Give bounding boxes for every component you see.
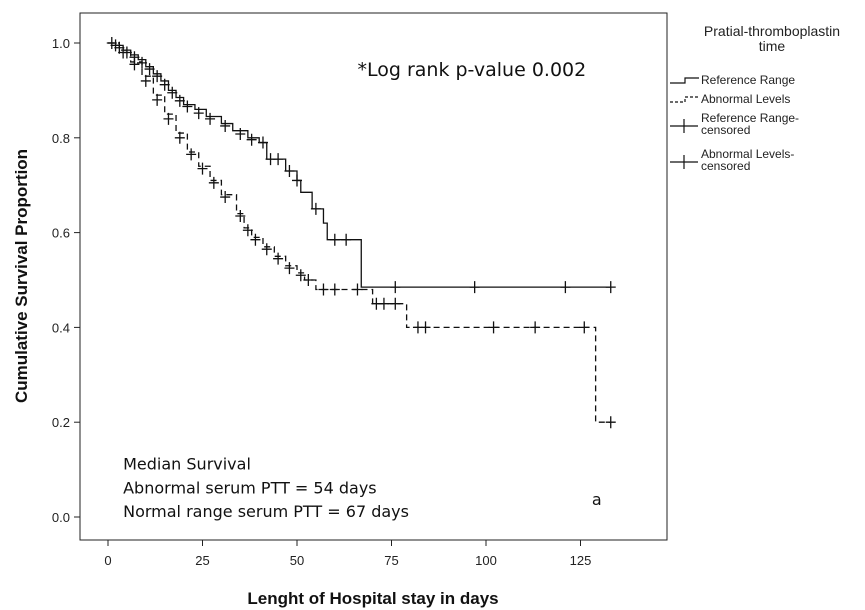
censor-mark-reference-range [220,119,231,132]
censor-mark-abnormal-levels [329,283,340,296]
censor-mark-abnormal-levels [186,148,197,161]
y-tick-label: 1.0 [52,36,70,51]
censor-mark-abnormal-levels [163,112,174,125]
axes: 0 25 50 75 100 125 0.0 0.2 0.4 0.6 0.8 1.0 [52,36,591,568]
legend-swatch-censor [670,155,698,169]
censor-mark-abnormal-levels [295,269,306,282]
censor-mark-abnormal-levels [303,274,314,286]
y-tick-label: 0.6 [52,226,70,241]
series-line-reference-range [108,42,611,288]
censor-mark-abnormal-levels [174,131,185,144]
y-tick-label: 0.0 [52,510,70,525]
x-tick-label: 100 [475,553,497,568]
x-tick-label: 0 [104,553,111,568]
legend-label: Reference Range- [701,111,799,125]
censor-mark-reference-range [329,233,340,246]
censor-mark-abnormal-levels [208,176,219,189]
censor-mark-reference-range [310,202,321,215]
legend-label: Abnormal Levels [701,92,790,106]
legend-title: Pratial-thromboplastin [704,23,840,39]
censor-mark-abnormal-levels [118,46,129,59]
censor-mark-reference-range [257,136,268,149]
annotation-text: Normal range serum PTT = 67 days [123,502,409,521]
censor-mark-reference-range [144,63,155,76]
censor-mark-reference-range [235,128,246,141]
x-tick-label: 25 [195,553,209,568]
censor-mark-abnormal-levels [250,233,261,246]
annotation-text: a [592,490,602,509]
censor-mark-abnormal-levels [488,321,499,334]
annotation-text: Median Survival [123,455,251,474]
legend-label: censored [701,123,750,137]
plot-frame [79,12,668,541]
censor-mark-abnormal-levels [197,162,208,175]
x-axis-title: Lenght of Hospital stay in days [247,589,498,608]
censor-mark-reference-range [292,174,302,187]
legend-label: Abnormal Levels- [701,147,794,161]
censor-mark-abnormal-levels [530,321,541,334]
censor-mark-abnormal-levels [420,321,431,334]
legend-label: censored [701,159,750,173]
censor-mark-reference-range [152,70,163,83]
censor-mark-reference-range [182,100,193,113]
y-tick-label: 0.8 [52,131,70,146]
censor-mark-reference-range [159,78,170,91]
censor-mark-abnormal-levels [220,191,231,204]
censor-mark-abnormal-levels [261,243,272,256]
censor-mark-reference-range [469,281,480,294]
censor-mark-abnormal-levels [129,58,140,71]
censor-mark-reference-range [167,86,178,99]
series-layer [106,37,616,429]
censor-mark-abnormal-levels [378,297,389,310]
censor-mark-reference-range [193,107,204,120]
censor-mark-reference-range [246,133,257,146]
censor-mark-abnormal-levels [284,262,295,275]
censor-mark-abnormal-levels [273,252,284,265]
censor-mark-abnormal-levels [579,321,590,334]
x-tick-label: 75 [384,553,398,568]
legend-swatch-censor [670,119,698,133]
x-tick-label: 125 [570,553,592,568]
x-tick-label: 50 [290,553,304,568]
censor-mark-abnormal-levels [242,224,253,237]
censor-mark-reference-range [174,94,185,107]
legend-swatch-line [670,77,699,84]
censor-mark-abnormal-levels [110,39,121,52]
censor-mark-abnormal-levels [390,297,401,310]
y-tick-label: 0.4 [52,320,70,335]
annotation-text: Abnormal serum PTT = 54 days [123,478,377,497]
censor-mark-abnormal-levels [152,93,163,106]
legend-title: time [759,38,786,54]
censor-mark-reference-range [560,281,571,294]
annotation-layer: *Log rank p-value 0.002 Median Survival Ab… [123,59,602,521]
y-axis-title: Cumulative Survival Proportion [12,149,31,403]
censor-mark-reference-range [341,233,352,246]
censor-mark-reference-range [284,164,295,177]
y-tick-label: 0.2 [52,415,70,430]
censor-mark-reference-range [390,281,401,294]
censor-mark-reference-range [273,153,284,166]
censor-mark-abnormal-levels [605,416,616,429]
censor-mark-abnormal-levels [140,74,151,87]
series-line-abnormal-levels [108,42,611,423]
censor-mark-abnormal-levels [352,283,363,296]
censor-mark-abnormal-levels [318,283,329,296]
legend-label: Reference Range [701,73,795,87]
censor-mark-reference-range [205,112,216,125]
censor-mark-abnormal-levels [235,210,246,223]
legend-swatch-line [670,96,699,103]
annotation-text: *Log rank p-value 0.002 [357,59,586,81]
censor-mark-reference-range [605,281,616,294]
